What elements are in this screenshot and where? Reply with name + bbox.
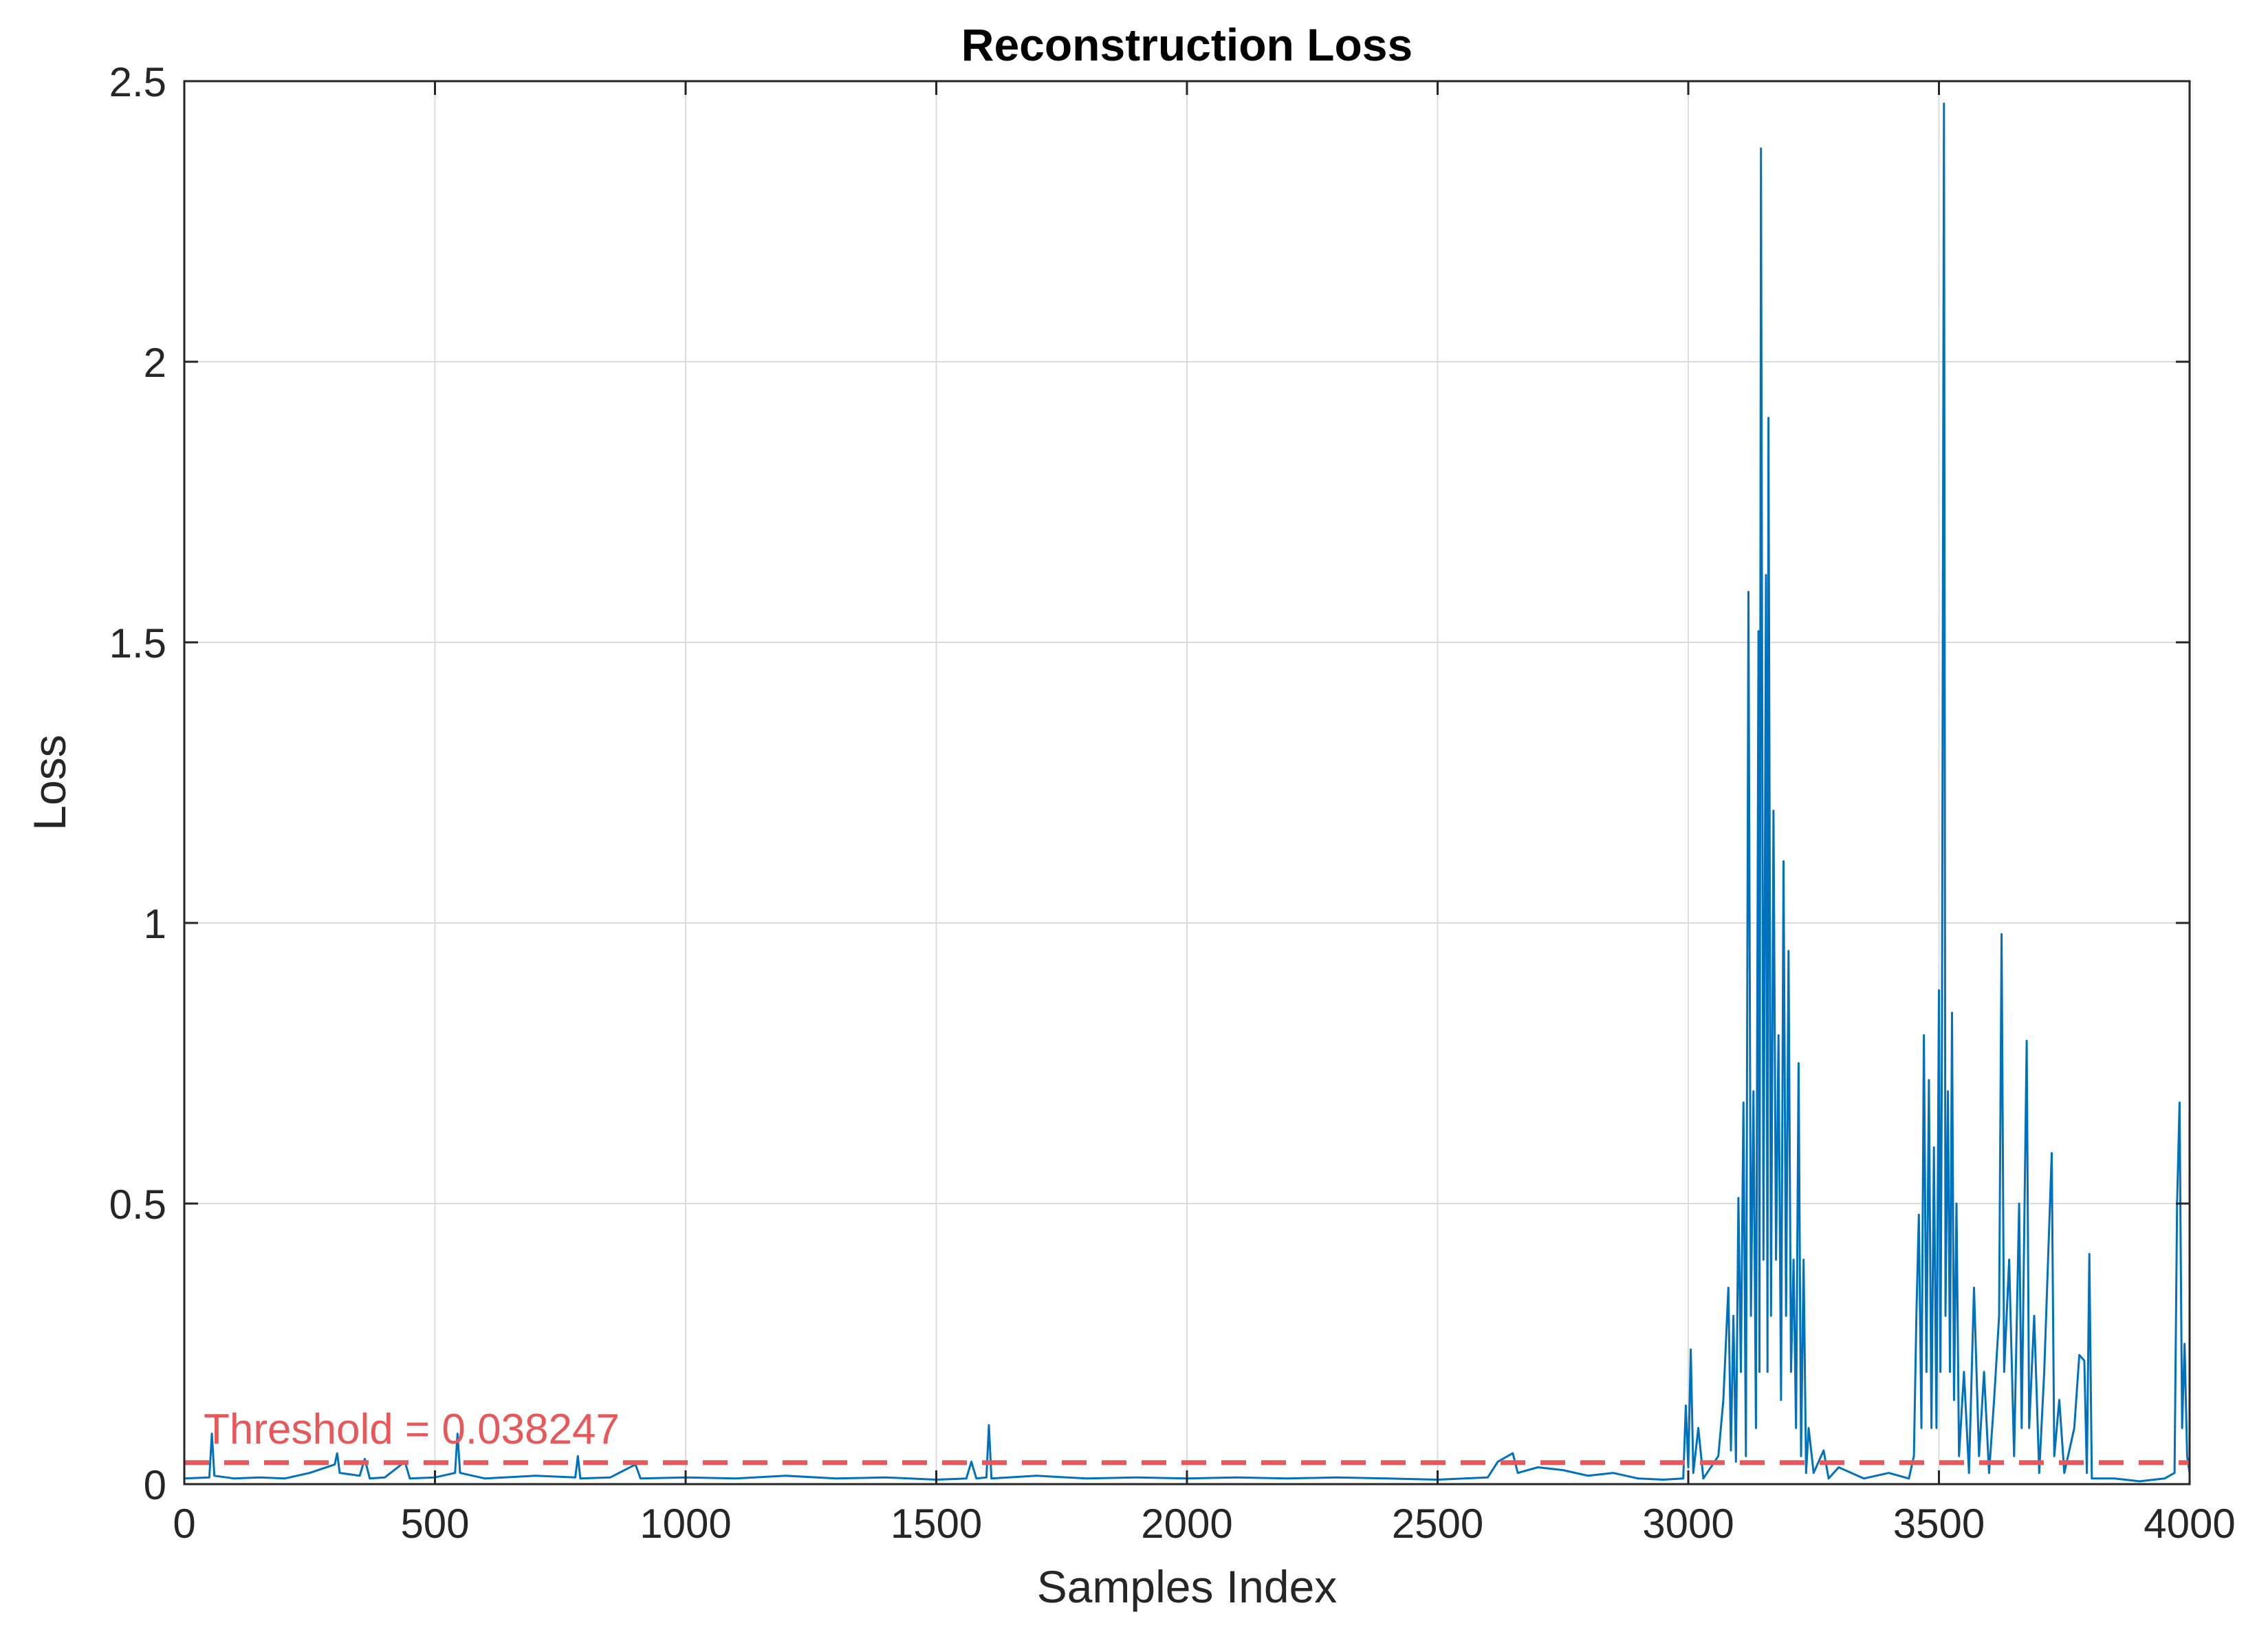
x-tick-label: 3500 <box>1893 1501 1985 1547</box>
x-tick-label: 1000 <box>640 1501 731 1547</box>
x-tick-label: 1500 <box>891 1501 982 1547</box>
threshold-label: Threshold = 0.038247 <box>204 1406 620 1453</box>
y-tick-label: 0 <box>144 1462 166 1508</box>
x-tick-label: 4000 <box>2144 1501 2235 1547</box>
y-axis-label: Loss <box>24 735 75 830</box>
x-tick-label: 2500 <box>1392 1501 1483 1547</box>
y-tick-label: 1 <box>144 901 166 947</box>
x-tick-label: 0 <box>173 1501 195 1547</box>
series-layer <box>184 102 2191 1483</box>
axes <box>183 80 2191 1486</box>
threshold-layer: Threshold = 0.038247 <box>184 1406 2190 1466</box>
x-tick-label: 3000 <box>1642 1501 1734 1547</box>
chart-title: Reconstruction Loss <box>961 19 1413 70</box>
y-tick-label: 2 <box>144 340 166 386</box>
y-tick-label: 0.5 <box>109 1182 166 1228</box>
loss-series-line <box>184 102 2191 1483</box>
y-tick-label: 1.5 <box>109 620 166 666</box>
x-tick-label: 500 <box>400 1501 469 1547</box>
y-tick-label: 2.5 <box>109 59 166 105</box>
x-tick-label: 2000 <box>1141 1501 1232 1547</box>
x-axis-label: Samples Index <box>1037 1561 1338 1612</box>
tick-labels: 0 500 1000 1500 2000 2500 3000 3500 4000 0 0.5 1 1.5… <box>109 59 2236 1547</box>
